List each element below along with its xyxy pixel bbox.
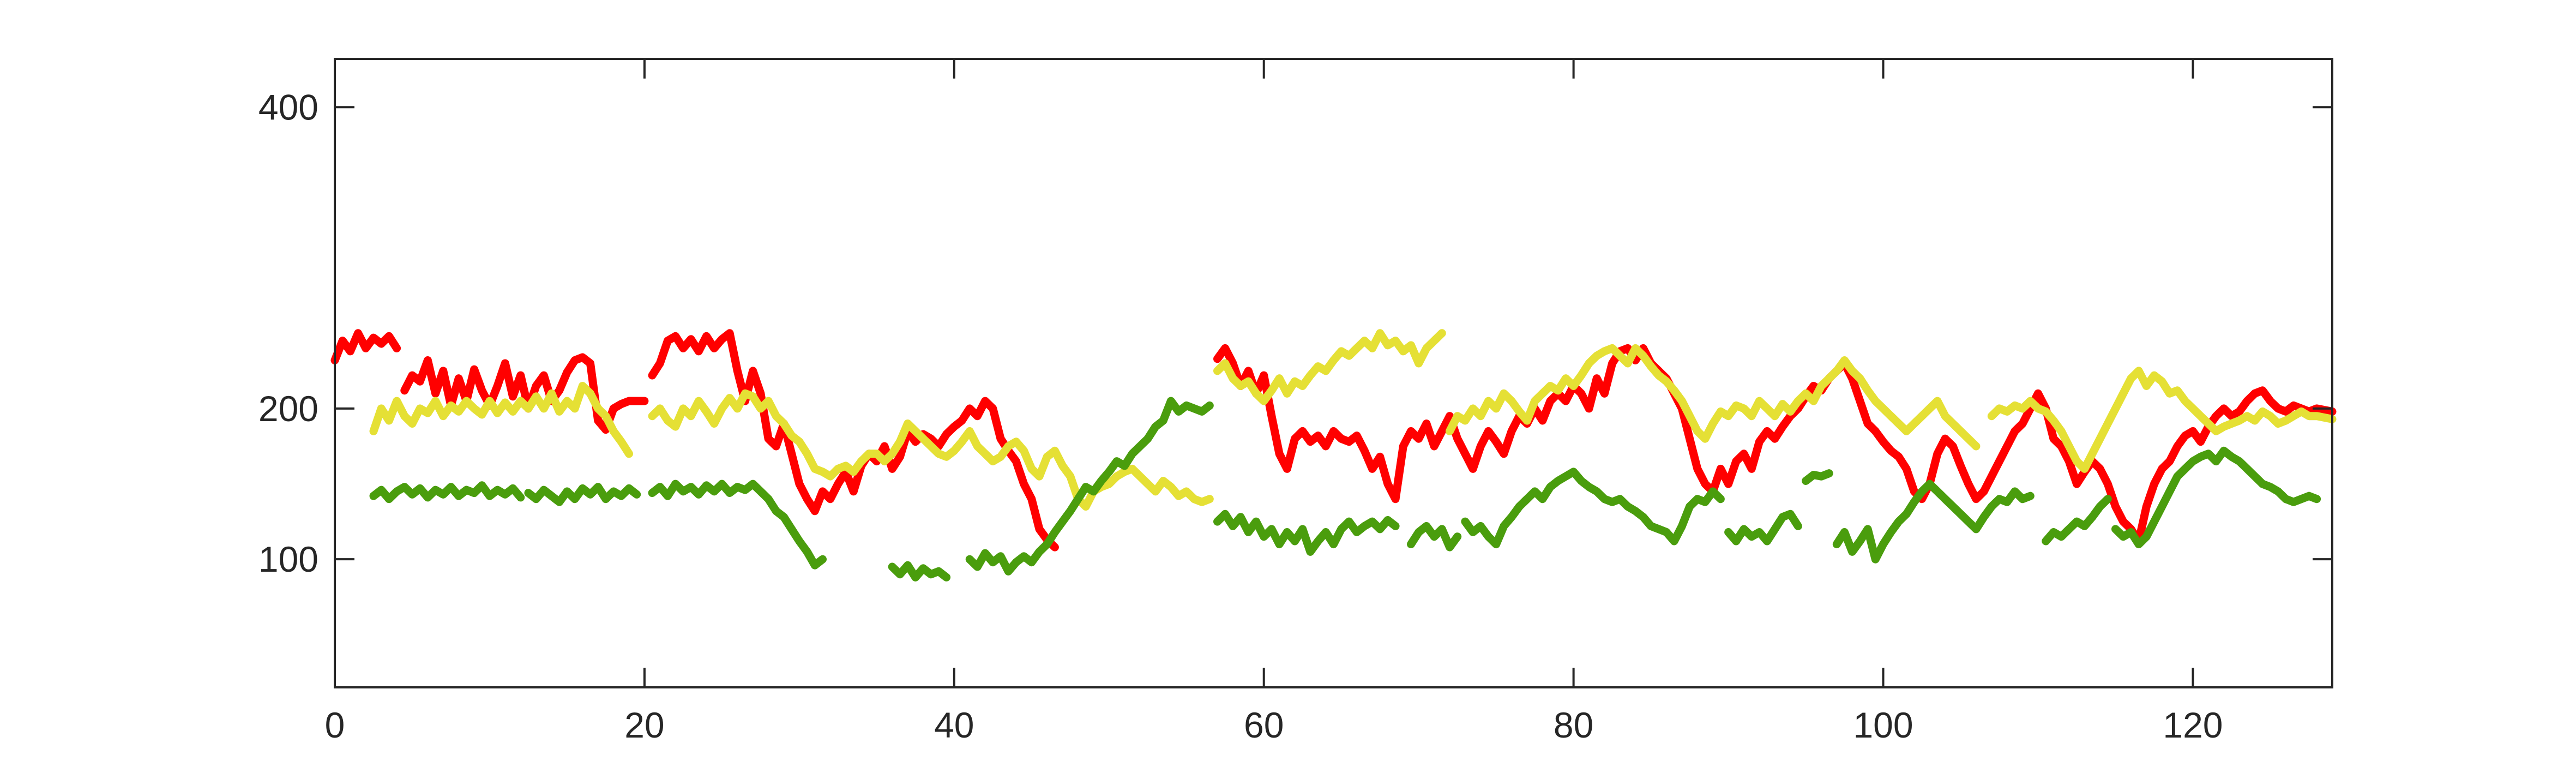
x-tick-label: 60 xyxy=(1244,705,1284,745)
x-tick-label: 100 xyxy=(1853,705,1913,745)
plot-area-background xyxy=(335,59,2332,687)
tick-label-layer: 0 20 40 60 80 100 120 400 200 100 xyxy=(258,87,2223,745)
series-layer xyxy=(330,329,2337,582)
series-3-segment-3 xyxy=(648,480,827,570)
y-tick-label: 400 xyxy=(258,87,318,127)
series-3-segment-12 xyxy=(2042,495,2112,546)
series-1-segment-2 xyxy=(400,353,649,434)
series-3-segment-6 xyxy=(1213,510,1400,556)
plot-frame xyxy=(334,58,2333,688)
series-2-segment-3 xyxy=(1213,329,1446,405)
series-1-segment-4 xyxy=(1213,344,2337,546)
series-2-segment-2 xyxy=(648,389,1214,511)
series-3-segment-10 xyxy=(1802,469,1833,485)
x-tick-label: 120 xyxy=(2163,705,2223,745)
series-2-segment-4 xyxy=(1446,344,1981,451)
series-3-segment-7 xyxy=(1407,522,1462,552)
series-3-segment-8 xyxy=(1461,468,1725,549)
series-3-segment-2 xyxy=(524,483,641,506)
series-3-segment-9 xyxy=(1724,510,1802,546)
x-tick-label: 80 xyxy=(1554,705,1593,745)
series-3-segment-4 xyxy=(888,561,951,582)
series-1-segment-1 xyxy=(330,329,401,364)
y-tick-label: 100 xyxy=(258,539,318,579)
series-3-segment-5 xyxy=(965,397,1214,576)
x-tick-label: 40 xyxy=(934,705,974,745)
series-1-segment-3 xyxy=(648,329,1059,552)
y-tick-label: 200 xyxy=(258,388,318,429)
x-tick-label: 20 xyxy=(624,705,664,745)
series-3-segment-1 xyxy=(369,481,525,504)
series-2-segment-1 xyxy=(369,382,633,458)
x-tick-label: 0 xyxy=(325,705,345,745)
series-3-segment-11 xyxy=(1832,480,2035,564)
series-3-segment-13 xyxy=(2111,446,2321,549)
tick-layer xyxy=(334,59,2332,687)
series-2-segment-5 xyxy=(1987,367,2337,473)
